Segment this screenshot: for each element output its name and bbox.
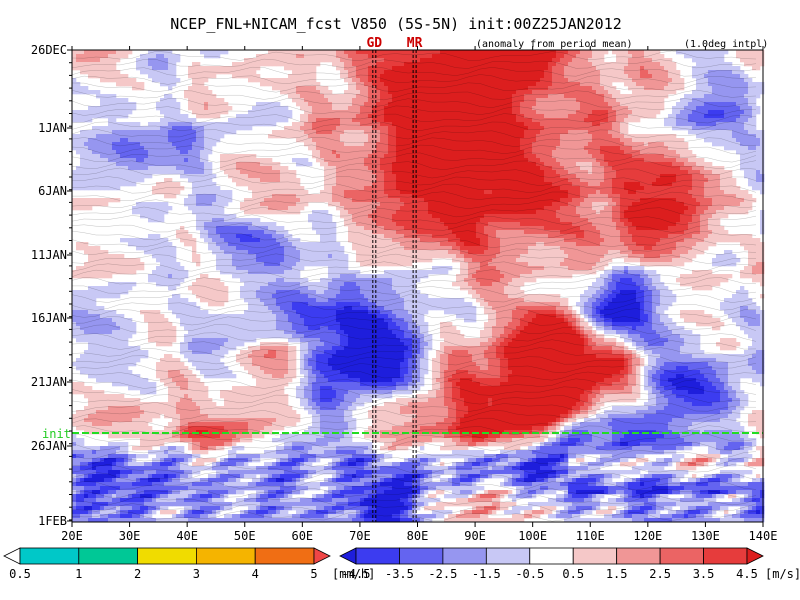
marker-labels: GD MR <box>366 36 422 51</box>
y-tick-label: 26JAN <box>31 439 67 453</box>
precip-bar-label: 0.5 <box>9 567 31 581</box>
wind-bar-label: 4.5 <box>736 567 758 581</box>
x-tick-label: 80E <box>407 529 429 543</box>
x-tick-label: 70E <box>349 529 371 543</box>
x-tick-label: 120E <box>633 529 662 543</box>
wind-bar-swatch <box>703 547 748 565</box>
anomaly-field <box>72 50 765 523</box>
wind-bar-label: 0.5 <box>562 567 584 581</box>
wind-bar-label: -4.5 <box>342 567 371 581</box>
wind-bar-swatch <box>572 547 618 565</box>
precip-bar-swatch <box>254 547 315 565</box>
marker-lines <box>372 50 417 522</box>
precip-bar-swatch <box>195 547 256 565</box>
x-axis: 20E 30E 40E 50E 60E 70E 80E 90E 100E 110E 120E 130E… <box>61 46 777 543</box>
wind-bar-label: 1.5 <box>606 567 628 581</box>
plot-area <box>71 49 765 523</box>
precip-bar-label: 3 <box>193 567 200 581</box>
y-tick-label: 1JAN <box>38 121 67 135</box>
wind-bar-label: -0.5 <box>515 567 544 581</box>
precip-bar-label: 1 <box>75 567 82 581</box>
precip-bar-swatch <box>137 547 197 565</box>
wind-bar-unit: [m/s] <box>765 567 800 581</box>
marker-label: MR <box>407 36 423 51</box>
x-tick-label: 140E <box>749 529 778 543</box>
y-tick-label: 16JAN <box>31 311 67 325</box>
y-tick-label: 11JAN <box>31 248 67 262</box>
y-tick-label: 26DEC <box>31 43 67 57</box>
x-tick-label: 130E <box>691 529 720 543</box>
marker-label: GD <box>366 36 382 51</box>
precip-bar-swatch <box>78 547 139 565</box>
x-tick-label: 110E <box>576 529 605 543</box>
x-tick-label: 50E <box>234 529 256 543</box>
x-tick-label: 20E <box>61 529 83 543</box>
wind-bar-swatch <box>355 547 400 565</box>
precip-bar-label: 4 <box>252 567 259 581</box>
anomaly-note: (anomaly from period mean) <box>476 39 633 50</box>
wind-bar-label: -1.5 <box>472 567 501 581</box>
wind-bar-label: -2.5 <box>428 567 457 581</box>
x-tick-label: 90E <box>464 529 486 543</box>
wind-bar-swatch <box>659 547 704 565</box>
wind-bar-end <box>339 547 357 565</box>
precip-bar-end <box>313 547 331 565</box>
precip-bar-label: 2 <box>134 567 141 581</box>
y-axis: 26DEC 1JAN 6JAN 11JAN 16JAN 21JAN 26JAN 1FEB <box>31 43 72 528</box>
y-tick-label: 6JAN <box>38 184 67 198</box>
wind-bar-label: 2.5 <box>649 567 671 581</box>
precip-bar-end <box>3 547 21 565</box>
wind-bar-swatch <box>399 547 444 565</box>
y-tick-label: 21JAN <box>31 375 67 389</box>
wind-bar-label: 3.5 <box>693 567 715 581</box>
wind-bar-swatch <box>616 547 661 565</box>
y-tick-label: 1FEB <box>38 514 67 528</box>
wind-bar-swatch <box>485 547 531 565</box>
x-tick-label: 100E <box>518 529 547 543</box>
precip-bar-label: 5 <box>310 567 317 581</box>
init-label: init <box>42 427 71 441</box>
wind-bar-swatch <box>529 547 574 565</box>
chart-title: NCEP_FNL+NICAM_fcst V850 (5S-5N) init:00… <box>170 15 622 33</box>
precip-bar-swatch <box>19 547 80 565</box>
x-tick-label: 30E <box>119 529 141 543</box>
wind-bar-label: -3.5 <box>385 567 414 581</box>
precip-bar-unit: [mm/h] <box>332 567 375 581</box>
wind-colorbar: -4.5 -3.5 -2.5 -1.5 -0.5 0.5 1.5 2.5 3.5 4.5 [m/s] <box>339 547 800 581</box>
interp-note: (1.0deg intpl) <box>684 39 768 50</box>
wind-bar-end <box>746 547 764 565</box>
x-tick-label: 60E <box>291 529 313 543</box>
precip-colorbar: 0.5 1 2 3 4 5 [mm/h] <box>3 547 375 581</box>
x-tick-label: 40E <box>176 529 198 543</box>
wind-bar-swatch <box>442 547 487 565</box>
